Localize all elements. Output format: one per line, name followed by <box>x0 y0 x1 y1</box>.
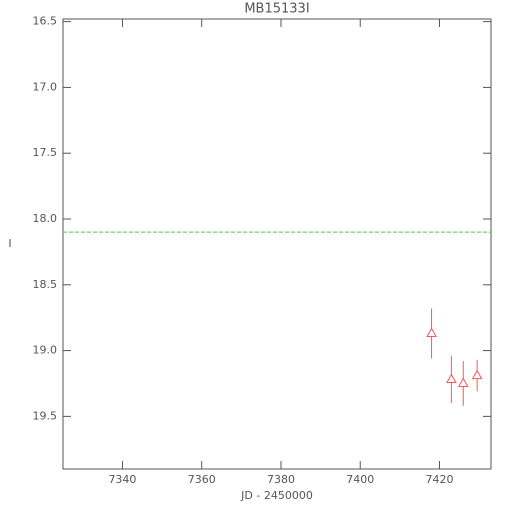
y-tick-label: 18.5 <box>33 278 58 291</box>
data-point <box>426 327 437 337</box>
data-point <box>471 369 483 380</box>
chart-title: MB15133I <box>244 2 309 17</box>
y-axis-label: I <box>8 237 11 250</box>
y-tick-label: 17.5 <box>33 146 58 159</box>
x-tick-label: 7420 <box>425 473 453 486</box>
y-tick-label: 19.5 <box>33 409 58 422</box>
x-tick-label: 7340 <box>108 473 136 486</box>
data-point <box>446 373 457 384</box>
x-tick-label: 7400 <box>346 473 374 486</box>
x-axis-label: JD - 2450000 <box>240 489 313 502</box>
plot-frame <box>62 18 492 470</box>
y-tick-label: 17.0 <box>33 80 58 93</box>
y-tick-label: 18.0 <box>33 212 58 225</box>
data-point <box>457 377 469 387</box>
y-tick-label: 19.0 <box>33 344 58 357</box>
y-tick-label: 16.5 <box>33 15 58 28</box>
x-tick-label: 7360 <box>188 473 216 486</box>
x-tick-label: 7380 <box>267 473 295 486</box>
